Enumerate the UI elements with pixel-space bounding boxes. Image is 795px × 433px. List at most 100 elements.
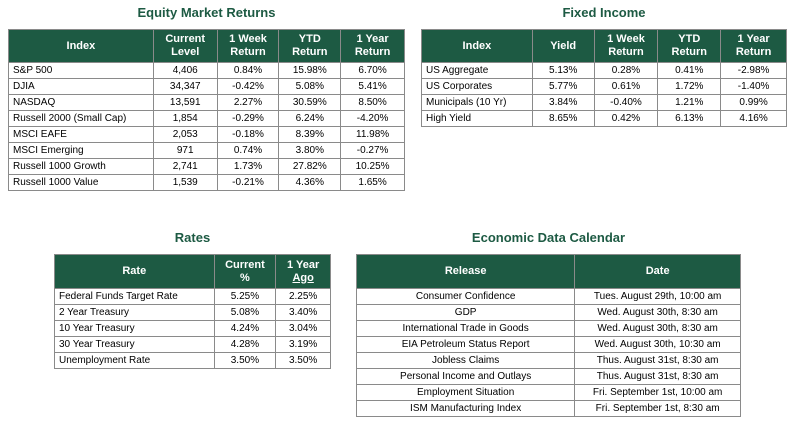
- calendar-date: Wed. August 30th, 8:30 am: [574, 304, 741, 321]
- fixed-income-yield: 8.65%: [531, 110, 595, 127]
- rates-current: 5.25%: [213, 288, 277, 305]
- table-row: Russell 2000 (Small Cap) 1,854 -0.29% 6.24%…: [8, 110, 405, 127]
- calendar-release: International Trade in Goods: [355, 320, 576, 337]
- rates-header-rate: Rate: [54, 254, 215, 289]
- fixed-income-header-ytd: YTD Return: [657, 29, 722, 63]
- rates-current: 3.50%: [213, 352, 277, 369]
- table-row: GDP Wed. August 30th, 8:30 am: [355, 304, 741, 321]
- calendar-release: Employment Situation: [355, 384, 576, 401]
- equity-ytd: 3.80%: [278, 142, 342, 159]
- fixed-income-table: Index Yield 1 Week Return YTD Return 1 Yea…: [421, 29, 787, 127]
- table-row: Consumer Confidence Tues. August 29th, 10…: [355, 288, 741, 305]
- fixed-income-header-yield: Yield: [531, 29, 595, 63]
- table-row: Personal Income and Outlays Thus. August …: [355, 368, 741, 385]
- calendar-release: GDP: [355, 304, 576, 321]
- equity-ytd: 27.82%: [278, 158, 342, 175]
- table-row: Russell 1000 Growth 2,741 1.73% 27.82% 10.25…: [8, 158, 405, 175]
- fixed-income-header-index: Index: [421, 29, 533, 63]
- calendar-date: Wed. August 30th, 8:30 am: [574, 320, 741, 337]
- equity-ytd: 4.36%: [278, 174, 342, 191]
- table-row: US Corporates 5.77% 0.61% 1.72% -1.40%: [421, 78, 787, 95]
- equity-year: 8.50%: [340, 94, 405, 111]
- fixed-income-index-name: US Aggregate: [421, 62, 533, 79]
- table-row: 10 Year Treasury 4.24% 3.04%: [54, 320, 331, 337]
- rates-year-ago: 3.19%: [275, 336, 331, 353]
- fixed-income-year: -1.40%: [720, 78, 787, 95]
- equity-week: -0.42%: [216, 78, 280, 95]
- equity-week: 2.27%: [216, 94, 280, 111]
- calendar-date: Thus. August 31st, 8:30 am: [574, 352, 741, 369]
- table-row: 2 Year Treasury 5.08% 3.40%: [54, 304, 331, 321]
- rates-table: Rate Current% 1 Year Ago Federal Funds Ta…: [54, 254, 331, 369]
- calendar-release: EIA Petroleum Status Report: [355, 336, 576, 353]
- calendar-release: ISM Manufacturing Index: [355, 400, 576, 417]
- equity-ytd: 6.24%: [278, 110, 342, 127]
- fixed-income-index-name: Municipals (10 Yr): [421, 94, 533, 111]
- calendar-date: Thus. August 31st, 8:30 am: [574, 368, 741, 385]
- rates-current: 5.08%: [213, 304, 277, 321]
- fixed-income-ytd: 1.21%: [657, 94, 722, 111]
- rates-name: Unemployment Rate: [54, 352, 215, 369]
- equity-level: 2,053: [152, 126, 218, 143]
- fixed-income-index-name: US Corporates: [421, 78, 533, 95]
- table-row: 30 Year Treasury 4.28% 3.19%: [54, 336, 331, 353]
- fixed-income-yield: 5.77%: [531, 78, 595, 95]
- equity-level: 4,406: [152, 62, 218, 79]
- fixed-income-week: -0.40%: [593, 94, 659, 111]
- equity-week: 0.84%: [216, 62, 280, 79]
- equity-index-name: Russell 1000 Growth: [8, 158, 154, 175]
- fixed-income-index-name: High Yield: [421, 110, 533, 127]
- fixed-income-week: 0.28%: [593, 62, 659, 79]
- fixed-income-week: 0.61%: [593, 78, 659, 95]
- equity-index-name: MSCI Emerging: [8, 142, 154, 159]
- table-row: Municipals (10 Yr) 3.84% -0.40% 1.21% 0.99%: [421, 94, 787, 111]
- equity-header-level: Current Level: [152, 29, 218, 63]
- fixed-income-yield: 3.84%: [531, 94, 595, 111]
- equity-table: Index Current Level 1 Week Return YTD Retur…: [8, 29, 405, 191]
- table-row: DJIA 34,347 -0.42% 5.08% 5.41%: [8, 78, 405, 95]
- rates-current: 4.28%: [213, 336, 277, 353]
- rates-header-year-ago: 1 Year Ago: [275, 254, 331, 289]
- equity-level: 1,539: [152, 174, 218, 191]
- table-row: High Yield 8.65% 0.42% 6.13% 4.16%: [421, 110, 787, 127]
- table-row: Federal Funds Target Rate 5.25% 2.25%: [54, 288, 331, 305]
- table-row: International Trade in Goods Wed. August …: [355, 320, 741, 337]
- table-row: MSCI EAFE 2,053 -0.18% 8.39% 11.98%: [8, 126, 405, 143]
- calendar-title: Economic Data Calendar: [471, 230, 626, 245]
- equity-index-name: NASDAQ: [8, 94, 154, 111]
- table-row: MSCI Emerging 971 0.74% 3.80% -0.27%: [8, 142, 405, 159]
- equity-year: 11.98%: [340, 126, 405, 143]
- calendar-header-release: Release: [355, 254, 576, 289]
- rates-name: 30 Year Treasury: [54, 336, 215, 353]
- fixed-income-ytd: 6.13%: [657, 110, 722, 127]
- rates-year-ago: 3.40%: [275, 304, 331, 321]
- fixed-income-header-week: 1 Week Return: [593, 29, 659, 63]
- rates-year-ago: 3.04%: [275, 320, 331, 337]
- rates-header-ago: Ago: [292, 271, 314, 284]
- equity-year: 6.70%: [340, 62, 405, 79]
- calendar-table: Release Date Consumer Confidence Tues. Au…: [355, 254, 741, 417]
- rates-current: 4.24%: [213, 320, 277, 337]
- rates-name: 2 Year Treasury: [54, 304, 215, 321]
- equity-index-name: DJIA: [8, 78, 154, 95]
- equity-ytd: 30.59%: [278, 94, 342, 111]
- equity-level: 13,591: [152, 94, 218, 111]
- rates-name: 10 Year Treasury: [54, 320, 215, 337]
- calendar-date: Fri. September 1st, 10:00 am: [574, 384, 741, 401]
- calendar-header-date: Date: [574, 254, 741, 289]
- equity-ytd: 8.39%: [278, 126, 342, 143]
- equity-title: Equity Market Returns: [137, 5, 276, 20]
- equity-header-index: Index: [8, 29, 154, 63]
- fixed-income-year: 0.99%: [720, 94, 787, 111]
- equity-index-name: S&P 500: [8, 62, 154, 79]
- equity-year: 1.65%: [340, 174, 405, 191]
- table-row: Employment Situation Fri. September 1st, …: [355, 384, 741, 401]
- table-row: US Aggregate 5.13% 0.28% 0.41% -2.98%: [421, 62, 787, 79]
- equity-header-ytd: YTD Return: [278, 29, 342, 63]
- fixed-income-title: Fixed Income: [562, 5, 646, 20]
- equity-week: 1.73%: [216, 158, 280, 175]
- equity-header-year: 1 Year Return: [340, 29, 405, 63]
- calendar-date: Fri. September 1st, 8:30 am: [574, 400, 741, 417]
- calendar-release: Jobless Claims: [355, 352, 576, 369]
- calendar-release: Consumer Confidence: [355, 288, 576, 305]
